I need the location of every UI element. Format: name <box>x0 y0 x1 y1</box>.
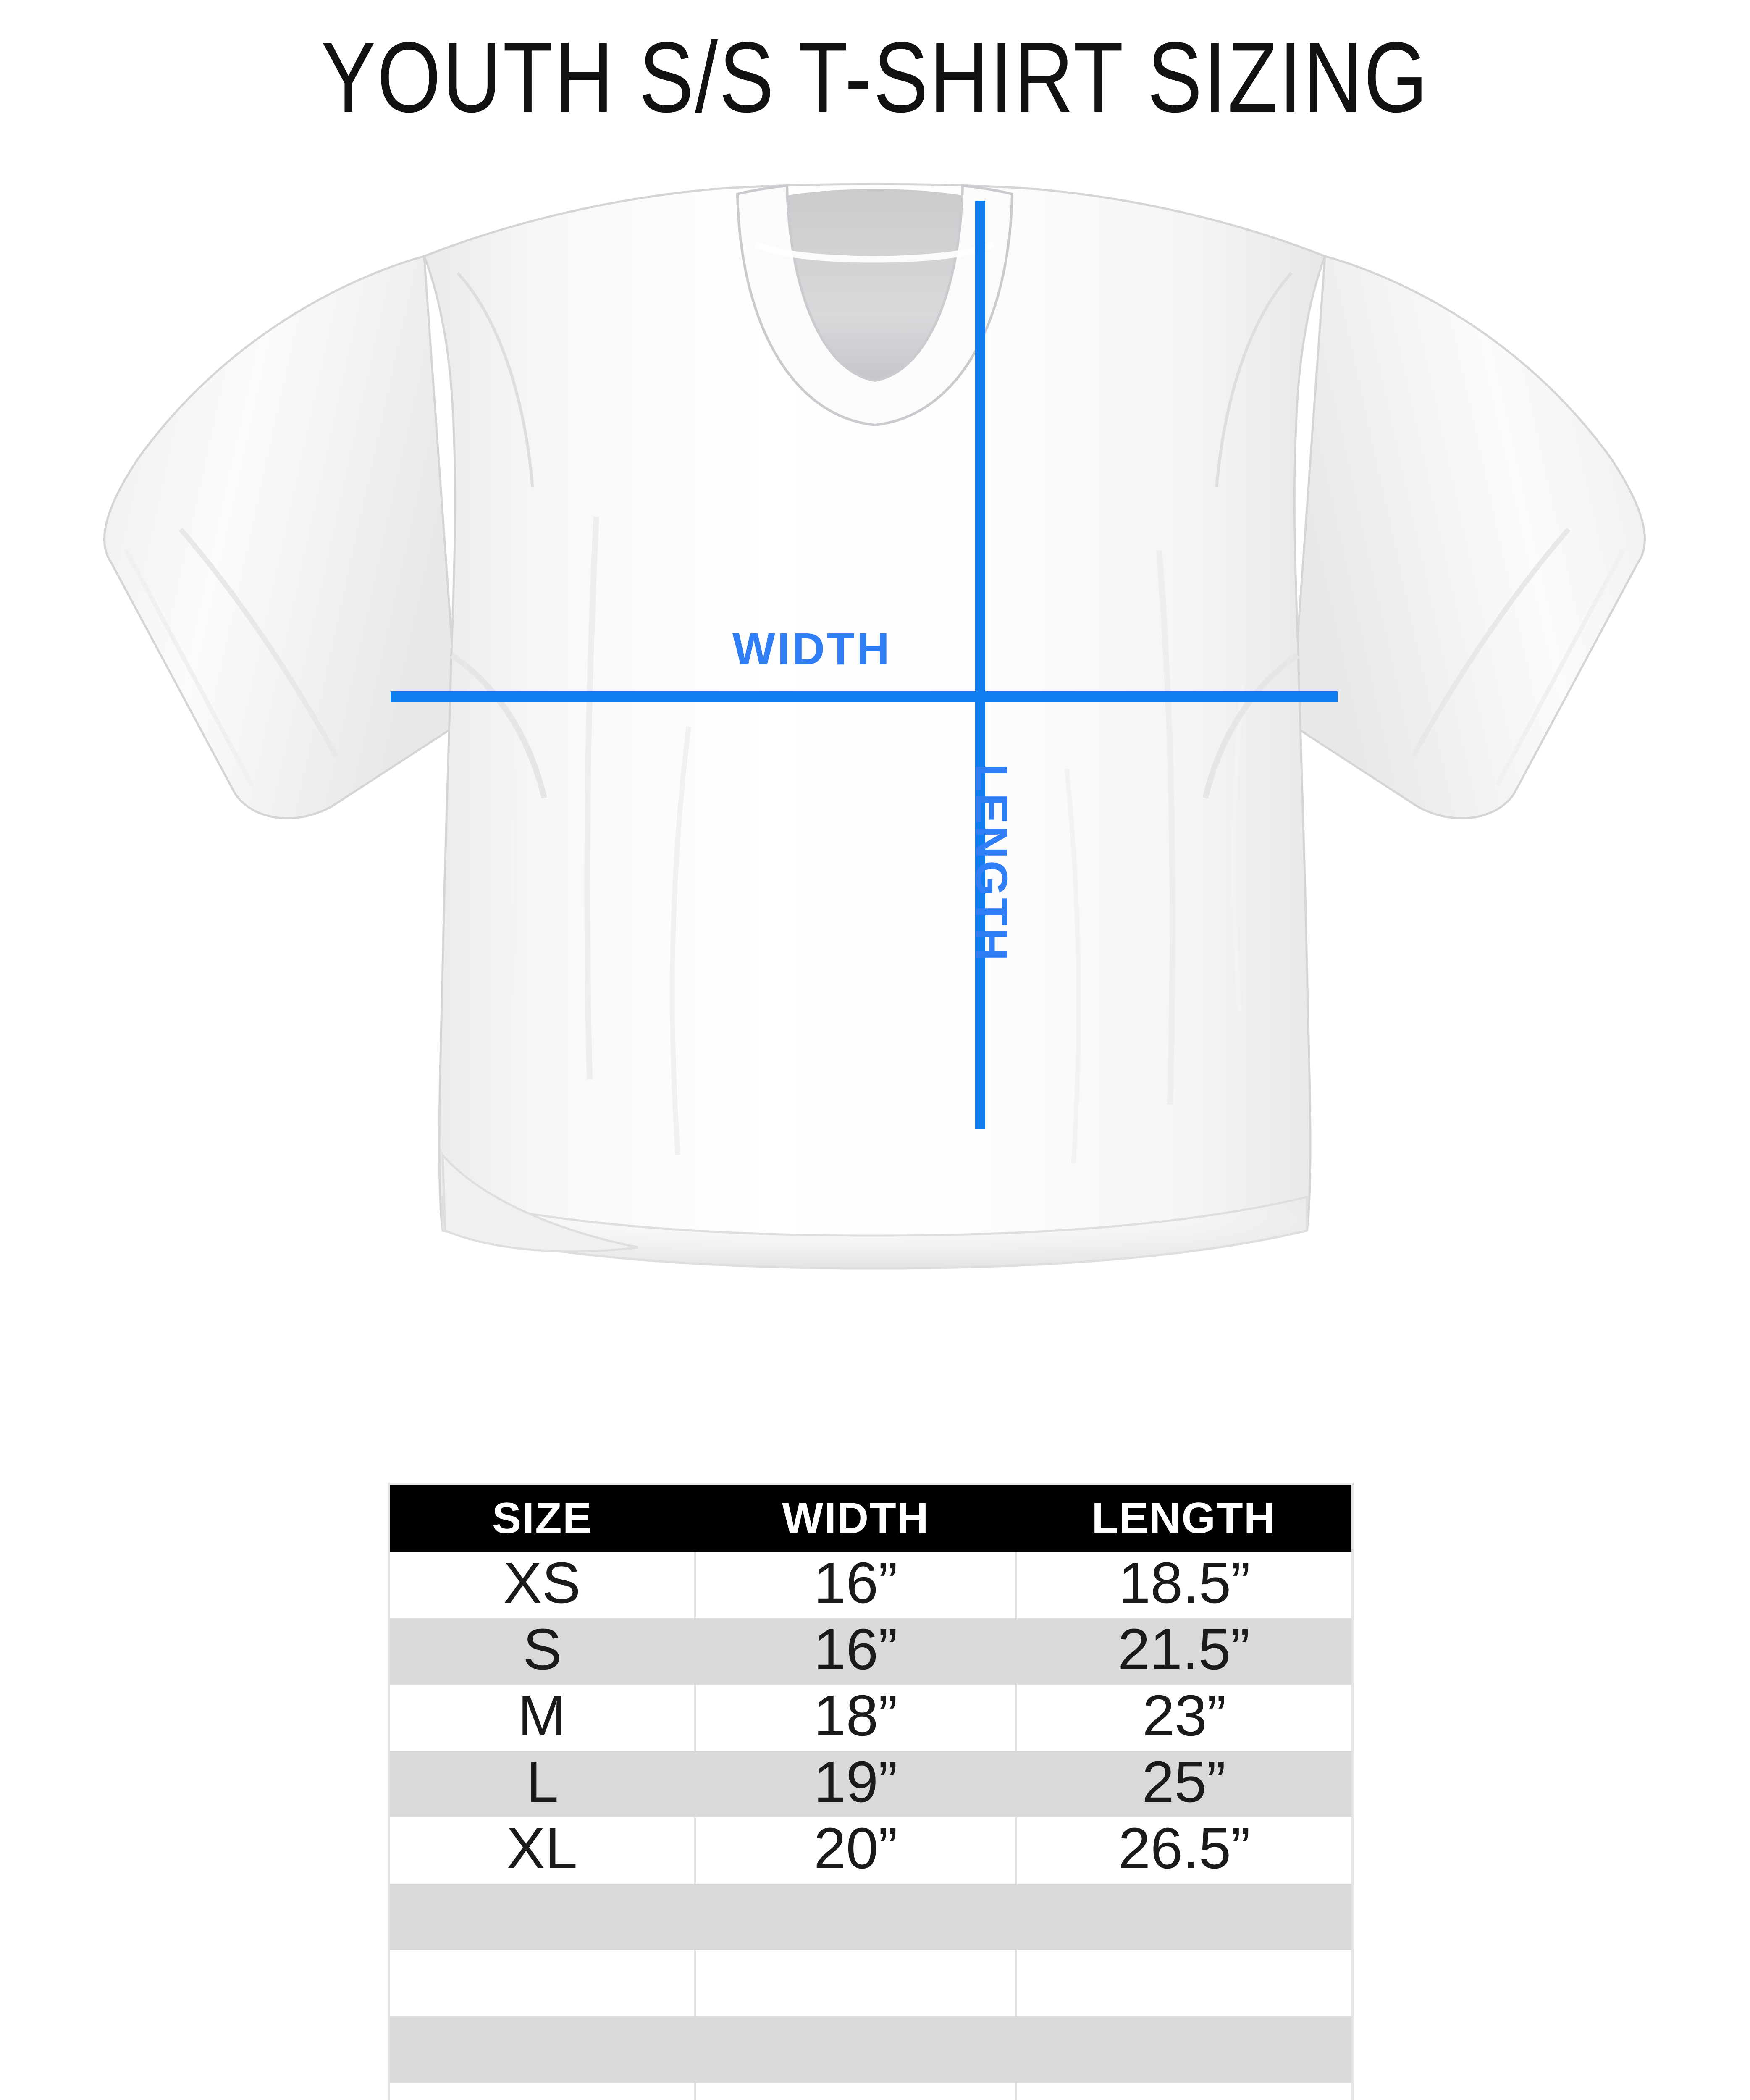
fold-line-left <box>584 516 599 1080</box>
table-row: XL 20” 26.5” <box>390 1817 1351 1884</box>
collar-highlight <box>754 240 996 263</box>
cell-length <box>1015 2083 1351 2100</box>
table-row: S 16” 21.5” <box>390 1618 1351 1685</box>
cell-length <box>1015 1950 1351 2016</box>
table-body: XS 16” 18.5” S 16” 21.5” M 18” 23” L 19”… <box>390 1552 1351 2100</box>
left-shoulder-seam <box>457 272 534 488</box>
cell-size <box>390 1884 695 1950</box>
tshirt-illustration <box>103 183 1646 1270</box>
table-header-row: SIZE WIDTH LENGTH <box>390 1485 1351 1552</box>
cell-length: 26.5” <box>1015 1817 1351 1884</box>
cell-size: M <box>390 1685 696 1751</box>
left-cuff-edge <box>124 549 254 787</box>
cell-size: S <box>390 1618 695 1685</box>
cell-size <box>390 1950 696 2016</box>
cell-length: 25” <box>1016 1751 1351 1817</box>
cell-length: 21.5” <box>1016 1618 1351 1685</box>
right-underarm-shadow <box>1202 653 1299 799</box>
table-row: XS 16” 18.5” <box>390 1552 1351 1618</box>
left-cuff-fold <box>178 528 338 757</box>
tshirt-diagram: WIDTH LENGTH <box>0 139 1750 1466</box>
right-shoulder-seam <box>1215 272 1293 488</box>
right-sleeve <box>1290 255 1646 819</box>
size-chart-table: SIZE WIDTH LENGTH XS 16” 18.5” S 16” 21.… <box>390 1485 1351 2100</box>
cell-width <box>695 2016 1016 2083</box>
cell-size <box>390 2083 696 2100</box>
cell-size <box>390 2016 695 2083</box>
cell-size: XL <box>390 1817 696 1884</box>
table-row: M 18” 23” <box>390 1685 1351 1751</box>
cell-size: L <box>390 1751 695 1817</box>
cell-width: 20” <box>694 1817 1017 1884</box>
fold-line-right-inner <box>1064 768 1081 1164</box>
right-cuff-fold <box>1411 528 1571 757</box>
table-row-empty <box>390 1950 1351 2016</box>
table-row: L 19” 25” <box>390 1751 1351 1817</box>
cell-width: 16” <box>694 1552 1017 1618</box>
cell-length <box>1016 2016 1351 2083</box>
fold-line-side-right <box>1231 684 1245 1013</box>
table-row-empty <box>390 2083 1351 2100</box>
cell-length <box>1016 1884 1351 1950</box>
cell-width: 18” <box>694 1685 1017 1751</box>
collar-band <box>736 184 1014 427</box>
table-header: SIZE WIDTH LENGTH <box>390 1485 1351 1552</box>
table-row-empty <box>390 1884 1351 1950</box>
cell-width <box>694 2083 1017 2100</box>
hem-corner-fold <box>441 1152 639 1253</box>
cell-width <box>695 1884 1016 1950</box>
right-cuff-edge <box>1495 549 1625 787</box>
left-underarm-shadow <box>450 653 547 799</box>
size-chart-table-wrapper: SIZE WIDTH LENGTH XS 16” 18.5” S 16” 21.… <box>390 1485 1351 2100</box>
column-header-width: WIDTH <box>695 1485 1016 1552</box>
cell-width: 16” <box>695 1618 1016 1685</box>
cell-width: 19” <box>695 1751 1016 1817</box>
page-header: YOUTH S/S T-SHIRT SIZING <box>0 25 1750 130</box>
page-title: YOUTH S/S T-SHIRT SIZING <box>321 22 1429 133</box>
bottom-hem <box>441 1195 1308 1270</box>
table-row-empty <box>390 2016 1351 2083</box>
fold-line-left-inner <box>670 726 691 1155</box>
left-sleeve <box>103 255 459 819</box>
cell-size: XS <box>390 1552 696 1618</box>
cell-length: 23” <box>1015 1685 1351 1751</box>
cell-width <box>694 1950 1017 2016</box>
column-header-length: LENGTH <box>1016 1485 1351 1552</box>
column-header-size: SIZE <box>390 1485 695 1552</box>
cell-length: 18.5” <box>1015 1552 1351 1618</box>
fold-line-right <box>1156 550 1176 1105</box>
